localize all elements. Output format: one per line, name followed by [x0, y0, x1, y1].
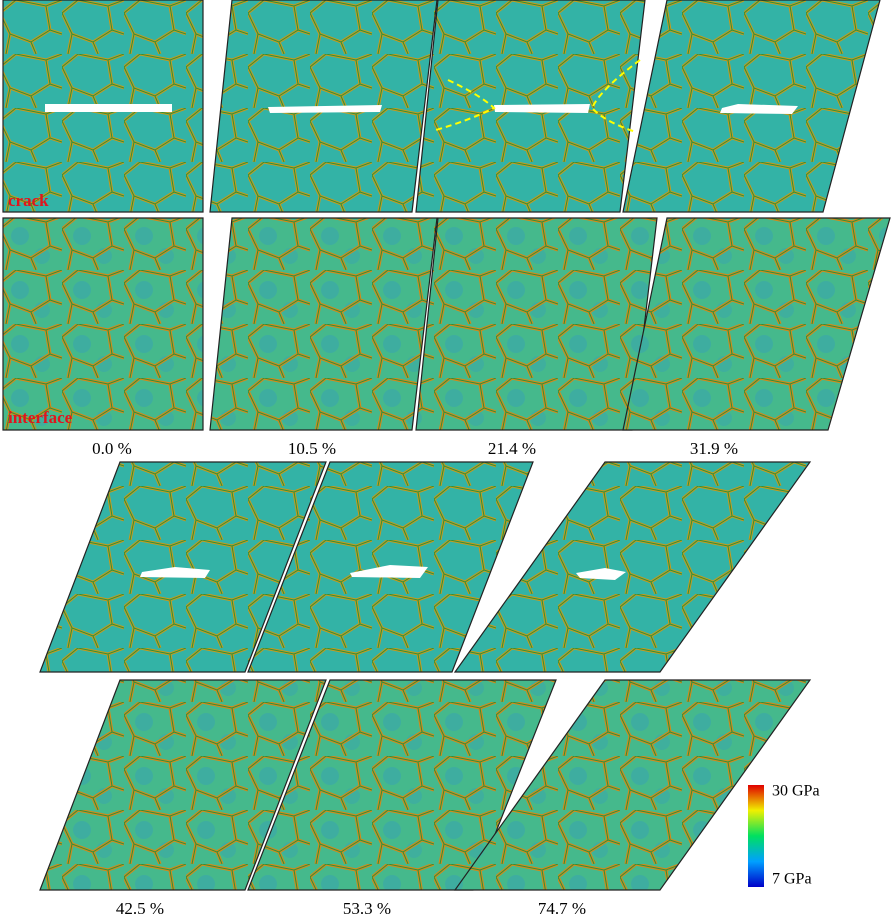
colorbar-max: 30 GPa: [772, 783, 820, 800]
simulation-panel: [2, 217, 204, 431]
simulation-panel: [622, 217, 891, 431]
strain-label: 10.5 %: [288, 439, 336, 458]
simulation-panel: [453, 461, 812, 673]
row-label: interface: [8, 408, 73, 427]
crack: [350, 565, 428, 578]
crack-tip-zones: [435, 59, 641, 133]
crack: [494, 104, 590, 113]
crack: [45, 104, 172, 112]
strain-label: 53.3 %: [343, 899, 391, 917]
strain-label: 0.0 %: [92, 439, 132, 458]
simulation-panel: [39, 679, 327, 891]
simulation-panel: [209, 0, 438, 213]
strain-label: 42.5 %: [116, 899, 164, 917]
crack: [268, 105, 382, 113]
dashed-outline: [435, 79, 496, 131]
colorbar: [748, 785, 764, 887]
crack: [140, 567, 210, 578]
simulation-panel: [39, 461, 327, 673]
strain-label: 74.7 %: [538, 899, 586, 917]
simulation-panel: [415, 217, 658, 431]
panels: [2, 0, 891, 891]
strain-label: 21.4 %: [488, 439, 536, 458]
crack: [720, 104, 798, 114]
cracks: [45, 104, 798, 580]
strain-label: 31.9 %: [690, 439, 738, 458]
colorbar-min: 7 GPa: [772, 871, 812, 888]
simulation-panel: [209, 217, 438, 431]
dashed-outline: [590, 59, 641, 133]
crack: [576, 568, 626, 580]
simulation-panel: [453, 679, 812, 891]
row-label: crack: [8, 191, 49, 210]
